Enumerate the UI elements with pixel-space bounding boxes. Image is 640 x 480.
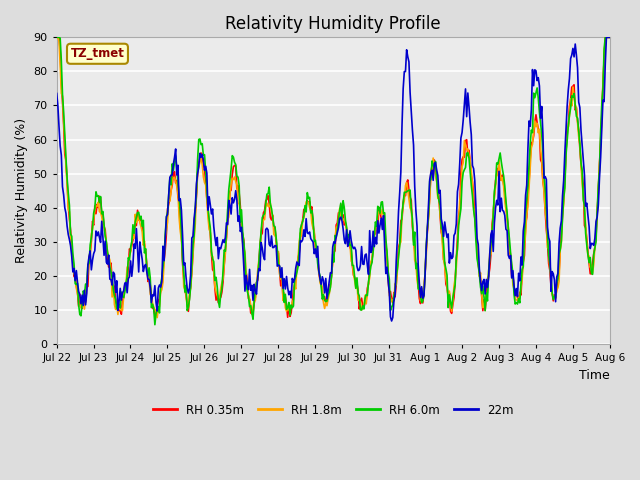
- 22m: [390, 298, 398, 304]
- RH 1.8m: [287, 304, 295, 310]
- RH 6.0m: [390, 293, 398, 299]
- 22m: [461, 102, 468, 108]
- RH 0.35m: [225, 209, 232, 215]
- X-axis label: Time: Time: [579, 369, 610, 382]
- RH 0.35m: [287, 310, 295, 316]
- Title: Relativity Humidity Profile: Relativity Humidity Profile: [225, 15, 441, 33]
- RH 0.35m: [556, 246, 564, 252]
- RH 6.0m: [461, 167, 468, 173]
- RH 1.8m: [606, 35, 614, 40]
- 22m: [388, 318, 396, 324]
- RH 6.0m: [606, 35, 614, 40]
- Line: 22m: 22m: [57, 37, 610, 321]
- 22m: [225, 197, 232, 203]
- 22m: [606, 35, 614, 40]
- RH 1.8m: [461, 138, 468, 144]
- RH 1.8m: [364, 289, 371, 295]
- RH 1.8m: [390, 298, 398, 304]
- 22m: [53, 91, 61, 96]
- 22m: [362, 251, 370, 257]
- Line: RH 1.8m: RH 1.8m: [57, 37, 610, 318]
- RH 6.0m: [556, 247, 564, 252]
- RH 6.0m: [151, 322, 159, 327]
- Legend: RH 0.35m, RH 1.8m, RH 6.0m, 22m: RH 0.35m, RH 1.8m, RH 6.0m, 22m: [148, 399, 518, 421]
- Text: TZ_tmet: TZ_tmet: [70, 47, 124, 60]
- RH 0.35m: [53, 35, 61, 40]
- RH 6.0m: [53, 35, 61, 40]
- Line: RH 6.0m: RH 6.0m: [57, 37, 610, 324]
- RH 0.35m: [390, 289, 398, 295]
- RH 1.8m: [226, 191, 234, 197]
- RH 0.35m: [606, 35, 614, 40]
- Line: RH 0.35m: RH 0.35m: [57, 37, 610, 317]
- RH 0.35m: [284, 314, 291, 320]
- RH 1.8m: [556, 247, 564, 253]
- 22m: [603, 35, 611, 40]
- RH 1.8m: [154, 315, 161, 321]
- RH 6.0m: [287, 302, 295, 308]
- RH 0.35m: [461, 155, 468, 160]
- Y-axis label: Relativity Humidity (%): Relativity Humidity (%): [15, 118, 28, 263]
- RH 0.35m: [364, 285, 371, 291]
- RH 1.8m: [53, 35, 61, 40]
- RH 6.0m: [226, 177, 234, 182]
- 22m: [556, 225, 564, 231]
- RH 6.0m: [364, 293, 371, 299]
- 22m: [286, 288, 294, 294]
